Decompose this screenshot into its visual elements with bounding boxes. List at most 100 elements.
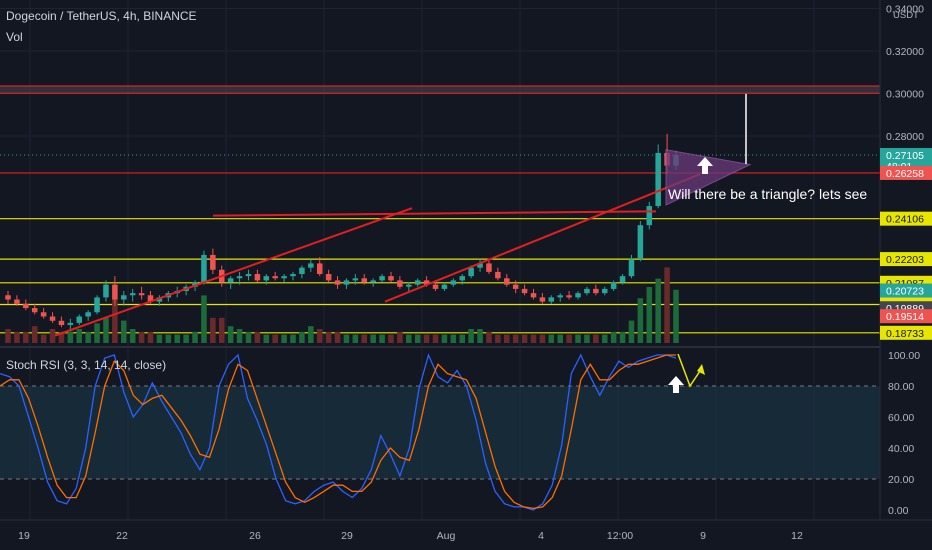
volume-bar	[593, 334, 599, 343]
volume-bar	[628, 320, 635, 343]
time-tick: 12	[791, 530, 803, 542]
volume-bar	[14, 331, 20, 343]
volume-bar	[210, 317, 216, 343]
volume-bar	[281, 334, 287, 343]
volume-bar	[379, 334, 385, 343]
time-axis	[0, 520, 932, 550]
candle	[530, 293, 537, 298]
candle	[593, 288, 599, 294]
candle	[512, 284, 519, 289]
volume-bar	[165, 334, 172, 343]
candle	[566, 295, 572, 298]
candle	[352, 278, 359, 281]
candle	[138, 293, 145, 296]
candle	[201, 254, 207, 283]
candle	[103, 284, 109, 298]
volume-bar	[325, 331, 332, 343]
volume-bar	[299, 331, 305, 343]
candle	[388, 276, 394, 281]
candle	[477, 263, 483, 268]
up-arrow-icon	[697, 157, 713, 174]
candle	[85, 312, 91, 317]
candle	[325, 274, 332, 281]
volume-bar	[316, 329, 323, 343]
candle	[521, 288, 528, 294]
volume-bar	[236, 329, 243, 343]
price-label: 0.18733	[886, 328, 924, 340]
volume-bar	[637, 298, 644, 343]
candle	[49, 316, 56, 321]
volume-bar	[85, 331, 91, 343]
candle	[584, 288, 590, 294]
volume-bar	[601, 334, 608, 343]
price-label-box	[880, 252, 932, 267]
candle	[31, 308, 38, 313]
volume-bar	[343, 334, 350, 343]
volume-bar	[370, 334, 376, 343]
volume-bar	[352, 334, 359, 343]
volume-bar	[450, 334, 457, 343]
volume-bar	[245, 331, 252, 343]
volume-bar	[477, 329, 483, 343]
time-tick: 9	[700, 530, 706, 542]
volume-bar	[495, 334, 501, 343]
volume-bar	[201, 295, 207, 343]
volume-bar	[58, 331, 65, 343]
candle	[254, 274, 261, 281]
price-label-box	[880, 309, 932, 324]
volume-bar	[129, 329, 136, 343]
rsi-tick: 20.00	[888, 474, 914, 486]
time-tick: 12:00	[607, 530, 633, 542]
volume-bar	[147, 331, 154, 343]
volume-bar	[557, 334, 563, 343]
candle	[23, 303, 29, 309]
candle	[628, 259, 635, 277]
time-tick: 29	[341, 530, 353, 542]
rsi-tick: 0.00	[888, 505, 909, 517]
candle	[468, 267, 474, 277]
candle	[156, 297, 163, 302]
volume-bar	[610, 331, 617, 343]
rsi-tick: 40.00	[888, 443, 914, 455]
chart-title: Dogecoin / TetherUS, 4h, BINANCE	[6, 9, 197, 23]
volume-bar	[486, 331, 492, 343]
candle	[557, 295, 563, 298]
candle	[343, 280, 350, 285]
volume-bar	[619, 331, 626, 343]
candle	[245, 274, 252, 277]
candle	[539, 297, 546, 302]
candle	[112, 284, 118, 300]
volume-bar	[530, 334, 537, 343]
volume-bar	[121, 320, 127, 343]
volume-bar	[308, 326, 314, 343]
volume-bar	[566, 334, 572, 343]
time-tick: Aug	[437, 530, 456, 542]
price-axis	[880, 0, 932, 550]
volume-bar	[406, 334, 412, 343]
volume-bar	[263, 334, 270, 343]
candle	[94, 297, 100, 313]
candle	[58, 320, 65, 326]
volume-bar	[31, 326, 38, 343]
triangle-annotation: Will there be a triangle? lets see	[668, 186, 868, 202]
price-label-box	[880, 283, 932, 298]
stoch-rsi-title: Stoch RSI (3, 3, 14, 14, close)	[6, 358, 167, 372]
rsi-tick: 100.00	[888, 350, 920, 362]
candle	[610, 282, 617, 289]
volume-bar	[539, 334, 546, 343]
rsi-tick: 60.00	[888, 412, 914, 424]
candle	[129, 293, 136, 296]
volume-bar	[361, 334, 368, 343]
price-label-box	[880, 325, 932, 340]
candle	[210, 254, 216, 270]
price-label: 0.22203	[886, 254, 924, 266]
candle	[619, 276, 626, 283]
volume-bar	[218, 317, 225, 343]
volume-bar	[76, 329, 83, 343]
price-tick: 0.34000	[886, 3, 924, 15]
volume-bar	[94, 323, 100, 343]
candle	[504, 278, 510, 285]
volume-bar	[548, 334, 555, 343]
volume-bar	[414, 334, 421, 343]
